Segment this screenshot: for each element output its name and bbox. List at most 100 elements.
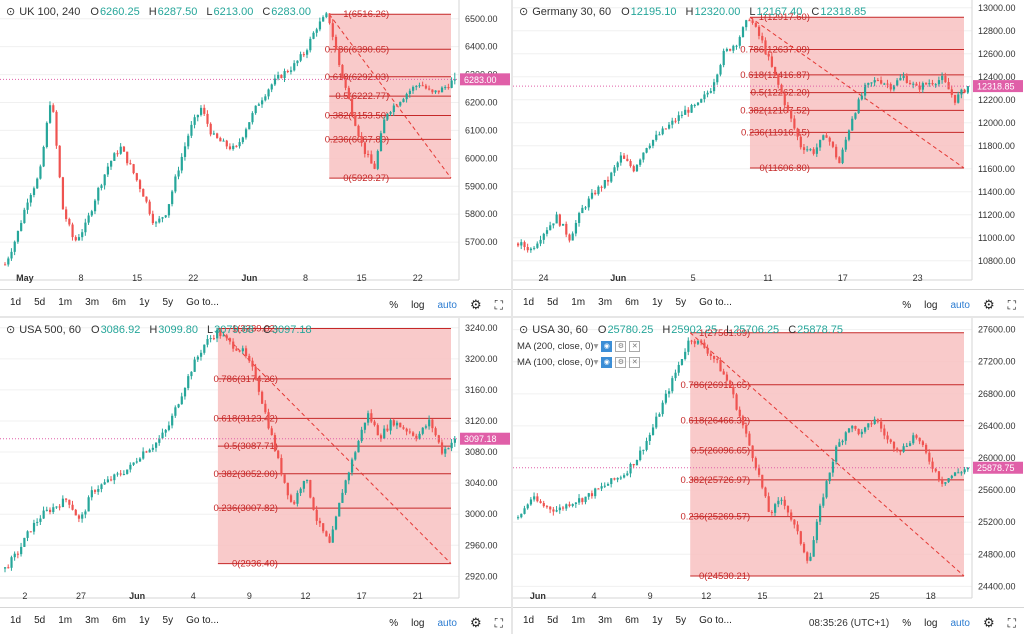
range-button[interactable]: 5d	[547, 615, 559, 626]
chart-toolbar: 1d 5d 1m 3m 6m 1y 5y Go to...% log auto ⚙ ⛶	[0, 289, 511, 316]
chart-toolbar: 1d 5d 1m 3m 6m 1y 5y Go to...% log auto ⚙ ⛶	[513, 289, 1024, 316]
fullscreen-icon[interactable]: ⛶	[494, 615, 503, 630]
chart-panel-usa30[interactable]: 1(27561.09) 0.786(26912.65) 0.618(26466.32…	[513, 318, 1024, 634]
range-button[interactable]: 5d	[547, 297, 559, 308]
range-button[interactable]: 5y	[675, 297, 687, 308]
range-button[interactable]: 3m	[598, 615, 613, 626]
range-button[interactable]: 1m	[571, 615, 586, 626]
percent-scale-toggle[interactable]: %	[902, 299, 912, 311]
candle-body	[526, 504, 529, 509]
collapse-chevron-icon[interactable]: ⊙	[6, 324, 16, 336]
collapse-chevron-icon[interactable]: ⊙	[6, 6, 16, 18]
range-button[interactable]: 3m	[85, 297, 100, 308]
auto-scale-toggle[interactable]: auto	[437, 299, 457, 311]
fullscreen-icon[interactable]: ⛶	[1007, 297, 1016, 312]
log-scale-toggle[interactable]: log	[411, 617, 425, 629]
range-button[interactable]: 6m	[112, 297, 126, 308]
candle-body	[892, 441, 896, 449]
fib-trend-line[interactable]	[217, 328, 452, 564]
fib-trend-line[interactable]	[328, 13, 452, 179]
chart-panel-uk[interactable]: 1(6516.26) 0.786(6390.65) 0.618(6292.03) 0.…	[0, 0, 511, 316]
range-button[interactable]: 1d	[10, 615, 22, 626]
candle-body	[180, 156, 183, 171]
candle-body	[379, 435, 383, 439]
chart-canvas[interactable]: 1(3239.02) 0.786(3174.26) 0.618(3123.42) 0.…	[0, 318, 511, 634]
chart-panel-usa500[interactable]: 1(3239.02) 0.786(3174.26) 0.618(3123.42) 0.…	[0, 318, 511, 634]
range-button[interactable]: 5y	[162, 615, 174, 626]
goto-button[interactable]: Go to...	[186, 615, 219, 626]
candle-body	[119, 146, 122, 154]
chart-canvas[interactable]: 1(6516.26) 0.786(6390.65) 0.618(6292.03) 0.…	[0, 0, 511, 316]
chart-panel-germany[interactable]: 1(12917.60) 0.786(12637.09) 0.618(12416.87…	[513, 0, 1024, 316]
range-button[interactable]: 6m	[112, 615, 126, 626]
candle-body	[116, 153, 119, 155]
goto-button[interactable]: Go to...	[699, 615, 732, 626]
auto-scale-toggle[interactable]: auto	[950, 299, 970, 311]
range-button[interactable]: 3m	[598, 297, 613, 308]
candle-body	[918, 437, 921, 442]
candle-body	[171, 191, 174, 205]
eye-icon[interactable]: ◉	[601, 357, 613, 368]
indicator-menu-icon[interactable]: ▾	[593, 341, 599, 352]
fullscreen-icon[interactable]: ⛶	[494, 297, 503, 312]
range-button[interactable]: 5d	[34, 615, 46, 626]
symbol-title[interactable]: USA 500, 60	[19, 323, 81, 336]
range-button[interactable]: 6m	[625, 297, 639, 308]
candle-body	[424, 426, 428, 428]
goto-button[interactable]: Go to...	[186, 297, 219, 308]
candle-body	[645, 148, 648, 153]
candle-body	[761, 474, 764, 488]
range-button[interactable]: 1y	[138, 615, 150, 626]
symbol-title[interactable]: Germany 30, 60	[532, 5, 612, 18]
range-button[interactable]: 1y	[651, 297, 663, 308]
gear-icon[interactable]: ⚙	[982, 615, 995, 630]
chart-canvas[interactable]: 1(27561.09) 0.786(26912.65) 0.618(26466.32…	[513, 318, 1024, 634]
settings-icon[interactable]: ⚙	[615, 357, 627, 368]
range-button[interactable]: 1m	[58, 297, 73, 308]
indicator-legend[interactable]: MA (200, close, 0) ▾ ◉ ⚙ ✕	[517, 341, 641, 352]
range-button[interactable]: 5y	[162, 297, 174, 308]
collapse-chevron-icon[interactable]: ⊙	[519, 324, 529, 336]
percent-scale-toggle[interactable]: %	[389, 617, 399, 629]
goto-button[interactable]: Go to...	[699, 297, 732, 308]
fib-trend-line[interactable]	[689, 332, 965, 577]
log-scale-toggle[interactable]: log	[924, 617, 938, 629]
fullscreen-icon[interactable]: ⛶	[1007, 615, 1016, 630]
percent-scale-toggle[interactable]: %	[389, 299, 399, 311]
settings-icon[interactable]: ⚙	[615, 341, 627, 352]
candle-body	[581, 498, 584, 503]
close-icon[interactable]: ✕	[629, 341, 641, 352]
close-icon[interactable]: ✕	[629, 357, 641, 368]
range-button[interactable]: 1d	[523, 615, 535, 626]
percent-scale-toggle[interactable]: %	[902, 617, 912, 629]
symbol-title[interactable]: USA 30, 60	[532, 323, 588, 336]
indicator-menu-icon[interactable]: ▾	[593, 357, 599, 368]
range-button[interactable]: 3m	[85, 615, 100, 626]
gear-icon[interactable]: ⚙	[469, 615, 482, 630]
eye-icon[interactable]: ◉	[601, 341, 613, 352]
gear-icon[interactable]: ⚙	[982, 297, 995, 312]
range-button[interactable]: 1d	[523, 297, 535, 308]
auto-scale-toggle[interactable]: auto	[437, 617, 457, 629]
log-scale-toggle[interactable]: log	[924, 299, 938, 311]
gear-icon[interactable]: ⚙	[469, 297, 482, 312]
candle-body	[539, 239, 542, 244]
candle-body	[113, 474, 116, 481]
indicator-legend[interactable]: MA (100, close, 0) ▾ ◉ ⚙ ✕	[517, 357, 641, 368]
range-button[interactable]: 6m	[625, 615, 639, 626]
range-button[interactable]: 1d	[10, 297, 22, 308]
range-button[interactable]: 1y	[138, 297, 150, 308]
log-scale-toggle[interactable]: log	[411, 299, 425, 311]
symbol-title[interactable]: UK 100, 240	[19, 5, 81, 18]
range-button[interactable]: 1m	[571, 297, 586, 308]
chart-canvas[interactable]: 1(12917.60)0.786(12637.09)0.618(12416.87…	[513, 0, 1024, 316]
fib-trend-line[interactable]	[749, 16, 965, 169]
range-button[interactable]: 5d	[34, 297, 46, 308]
collapse-chevron-icon[interactable]: ⊙	[519, 6, 529, 18]
candle-body	[395, 422, 399, 426]
candle-body	[960, 472, 963, 474]
range-button[interactable]: 1y	[651, 615, 663, 626]
range-button[interactable]: 1m	[58, 615, 73, 626]
range-button[interactable]: 5y	[675, 615, 687, 626]
auto-scale-toggle[interactable]: auto	[950, 617, 970, 629]
